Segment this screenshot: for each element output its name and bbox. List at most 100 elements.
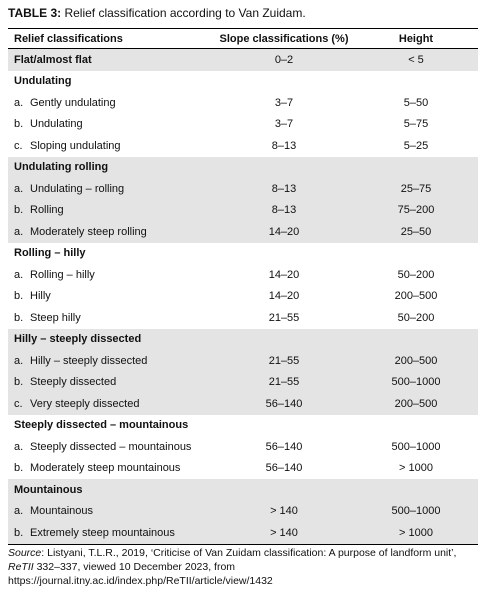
source-part: Source [8,547,42,559]
relief-cell: a. Gently undulating [8,92,214,114]
empty-cell [354,328,478,350]
table-row: a. Undulating – rolling 8–13 25–75 [8,178,478,200]
slope-cell: > 140 [214,500,354,522]
relief-cell: b. Steep hilly [8,307,214,329]
height-cell: 25–50 [354,221,478,243]
group-row: Flat/almost flat 0–2 < 5 [8,48,478,71]
relief-cell: a. Steeply dissected – mountainous [8,436,214,458]
table-label: TABLE 3: [8,6,62,20]
item-prefix: b. [14,311,24,324]
item-prefix: a. [14,96,24,109]
relief-cell: c. Sloping undulating [8,135,214,157]
header-cell: Slope classifications (%) [214,28,354,49]
group-name: Undulating rolling [8,156,214,178]
slope-cell: 3–7 [274,118,294,131]
relief-cell: b. Rolling [8,199,214,221]
height-cell: 500–1000 [391,440,441,453]
height-cell: 500–1000 [354,500,478,522]
height-cell: 75–200 [354,199,478,221]
item-label: Extremely steep mountainous [30,526,175,539]
item-prefix: c. [14,397,23,410]
item-label: Steeply dissected [30,376,117,389]
slope-cell: 14–20 [268,290,300,303]
group-row: Mountainous [8,479,478,501]
height-cell: 5–75 [403,118,429,131]
height-cell: 200–500 [394,290,438,303]
slope-cell: 56–140 [265,462,303,475]
slope-cell: 8–13 [214,199,354,221]
relief-cell: b. Hilly [8,286,214,308]
height-cell: < 5 [354,48,478,71]
table-row: b. Hilly 14–20 200–500 [8,286,478,308]
table-row: b. Undulating 3–7 5–75 [8,114,478,136]
header-cell: Height [354,28,478,49]
slope-cell: 8–13 [214,178,354,200]
relief-cell: c. Very steeply dissected [8,393,214,415]
relief-cell: a. Undulating – rolling [8,178,214,200]
height-cell: 5–25 [403,139,429,152]
height-cell: > 1000 [399,462,433,475]
item-prefix: b. [14,118,24,131]
table-row: a. Gently undulating 3–7 5–50 [8,92,478,114]
header-row: Relief classifications Slope classificat… [8,28,478,49]
table-caption: Relief classification according to Van Z… [64,6,306,20]
empty-cell [354,479,478,501]
item-prefix: a. [14,182,24,195]
empty-cell [214,328,354,350]
empty-cell [214,479,354,501]
table-title: TABLE 3: Relief classification according… [8,6,306,20]
item-label: Undulating [30,118,83,131]
table-row: b. Moderately steep mountainous 56–140 > 10… [8,458,478,480]
item-label: Very steeply dissected [30,397,140,410]
height-cell: 200–500 [354,350,478,372]
slope-cell: 21–55 [214,371,354,393]
table-head: Relief classifications Slope classificat… [8,28,478,49]
height-cell: > 1000 [354,522,478,545]
relief-cell: b. Undulating [8,114,214,136]
relief-cell: b. Extremely steep mountainous [8,522,214,545]
item-label: Hilly [30,290,51,303]
height-cell: 500–1000 [354,371,478,393]
height-cell: 50–200 [397,311,435,324]
item-prefix: b. [14,526,24,539]
empty-cell [354,243,478,265]
group-row: Steeply dissected – mountainous [8,415,478,437]
item-prefix: a. [14,354,24,367]
group-row: Hilly – steeply dissected [8,328,478,350]
slope-cell: > 140 [214,522,354,545]
relief-cell: a. Moderately steep rolling [8,221,214,243]
height-cell: 25–75 [354,178,478,200]
item-label: Hilly – steeply dissected [30,354,148,367]
slope-cell: 56–140 [265,440,303,453]
empty-cell [354,415,478,437]
relief-cell: a. Hilly – steeply dissected [8,350,214,372]
table-row: c. Sloping undulating 8–13 5–25 [8,135,478,157]
table-row: a. Rolling – hilly 14–20 50–200 [8,264,478,286]
item-prefix: a. [14,225,24,238]
group-row: Rolling – hilly [8,243,478,265]
height-cell: 200–500 [354,393,478,415]
item-prefix: b. [14,376,24,389]
slope-cell: 14–20 [268,268,300,281]
item-label: Gently undulating [30,96,116,109]
slope-cell: 21–55 [268,311,300,324]
empty-cell [354,156,478,178]
relief-cell: a. Rolling – hilly [8,264,214,286]
header-cell: Relief classifications [8,28,214,49]
table-row: c. Very steeply dissected 56–140 200–500 [8,393,478,415]
slope-cell: 56–140 [214,393,354,415]
item-label: Moderately steep mountainous [30,462,181,475]
group-name: Rolling – hilly [14,247,86,260]
item-label: Steeply dissected – mountainous [30,440,192,453]
table-row: a. Mountainous > 140 500–1000 [8,500,478,522]
group-name: Mountainous [8,479,214,501]
empty-cell [214,243,354,265]
group-name: Flat/almost flat [8,48,214,71]
table-row: b. Steep hilly 21–55 50–200 [8,307,478,329]
group-name: Hilly – steeply dissected [8,328,214,350]
item-prefix: c. [14,139,23,152]
height-cell: 50–200 [397,268,435,281]
item-label: Rolling – hilly [30,268,95,281]
item-label: Mountainous [30,505,93,518]
